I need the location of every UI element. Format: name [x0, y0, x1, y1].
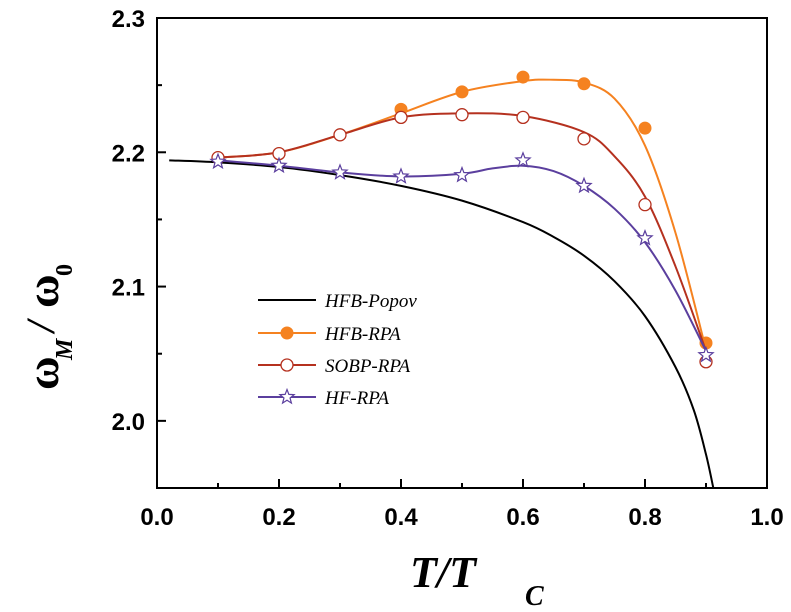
legend-label-sobp-rpa: SOBP-RPA — [325, 356, 411, 377]
x-axis-label-subscript: C — [525, 581, 544, 612]
series-line-sobp-rpa — [217, 112, 707, 352]
x-tick-label: 1.0 — [750, 504, 783, 531]
legend-label-hfb-rpa: HFB-RPA — [324, 324, 401, 345]
y-tick-label: 2.2 — [112, 140, 145, 167]
data-point-sobp-rpa — [455, 108, 469, 122]
x-tick-label: 0.4 — [384, 504, 418, 531]
series-line-hf-rpa — [217, 159, 707, 352]
data-point-hf-rpa — [636, 229, 654, 246]
data-point-hfb-rpa — [516, 70, 530, 84]
legend-label-hf-rpa: HF-RPA — [324, 388, 389, 409]
series-hfb-popov — [169, 159, 715, 488]
data-point-hfb-rpa — [455, 85, 469, 99]
data-point-hf-rpa — [209, 152, 227, 170]
data-point-sobp-rpa — [577, 132, 591, 146]
legend-marker-hf-rpa — [278, 387, 296, 405]
y-axis-label: ωM/ω0 — [17, 264, 78, 390]
data-point-hf-rpa — [514, 151, 532, 168]
series-layer — [169, 70, 715, 488]
data-point-sobp-rpa — [333, 128, 347, 142]
data-point-hf-rpa — [575, 176, 593, 194]
x-tick-label: 0.6 — [506, 504, 539, 531]
x-tick-label: 0.8 — [628, 504, 661, 531]
data-point-hfb-rpa — [638, 121, 652, 135]
x-axis-label: T/T — [410, 548, 478, 597]
legend-marker-hfb-rpa — [280, 326, 294, 340]
y-tick-label: 2.3 — [112, 6, 145, 33]
axis-ticks: 0.0 0.2 0.4 0.6 0.8 1.0 2.0 2.1 2.2 2.3 — [112, 6, 784, 531]
y-axis-subscript-0: 0 — [52, 264, 78, 276]
x-tick-label: 0.0 — [140, 504, 173, 531]
legend-marker-sobp-rpa — [280, 358, 294, 372]
y-tick-label: 2.0 — [112, 409, 145, 436]
data-point-hfb-rpa — [577, 77, 591, 91]
data-point-hf-rpa — [392, 167, 410, 184]
y-axis-subscript-m: M — [52, 337, 78, 361]
legend-label-hfb-popov: HFB-Popov — [324, 291, 417, 312]
legend: HFB-Popov HFB-RPA SOBP-RPA HF-RPA — [258, 291, 417, 409]
y-axis-omega: ω — [17, 356, 68, 390]
series-hf-rpa — [209, 151, 715, 363]
data-point-hf-rpa — [270, 156, 288, 174]
y-tick-label: 2.1 — [112, 275, 145, 302]
series-line-hfb-popov — [169, 159, 715, 488]
data-point-sobp-rpa — [638, 198, 652, 212]
y-axis-omega-denominator: ω — [17, 274, 68, 308]
x-tick-label: 0.2 — [262, 504, 295, 531]
data-point-sobp-rpa — [516, 110, 530, 125]
axis-labels: T/T CωM/ω0 — [17, 264, 544, 612]
data-point-hf-rpa — [697, 345, 715, 363]
data-point-sobp-rpa — [394, 110, 408, 125]
series-sobp-rpa — [211, 108, 713, 369]
data-point-hf-rpa — [453, 165, 471, 183]
y-axis-divider: / — [18, 317, 63, 335]
data-point-hf-rpa — [331, 163, 349, 180]
